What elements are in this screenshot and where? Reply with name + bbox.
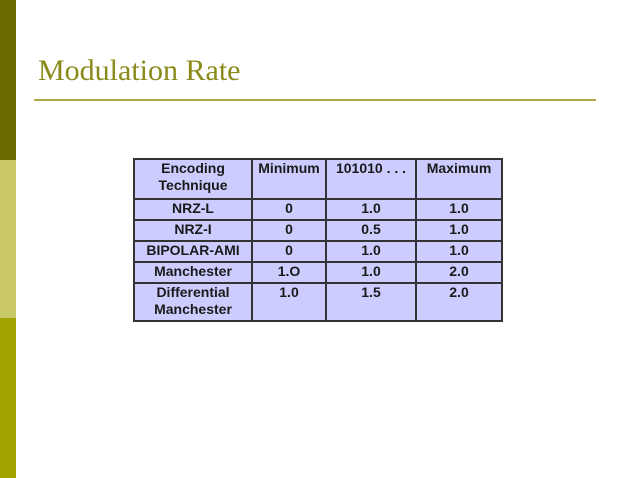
header-101010: 101010 . . . — [325, 158, 417, 200]
table-header-row: Encoding Technique Minimum 101010 . . . … — [133, 158, 503, 200]
table-row: NRZ-L 0 1.0 1.0 — [133, 198, 503, 221]
table-row: BIPOLAR-AMI 0 1.0 1.0 — [133, 240, 503, 263]
header-minimum: Minimum — [251, 158, 327, 200]
cell-encoding: NRZ-L — [133, 198, 253, 221]
sidebar-block-middle — [0, 160, 16, 318]
cell-maximum: 2.0 — [415, 261, 503, 284]
title-underline — [34, 99, 596, 101]
slide-title: Modulation Rate — [38, 54, 241, 87]
header-maximum: Maximum — [415, 158, 503, 200]
encoding-table: Encoding Technique Minimum 101010 . . . … — [133, 158, 503, 322]
cell-101010: 1.0 — [325, 198, 417, 221]
cell-maximum: 2.0 — [415, 282, 503, 322]
slide-sidebar — [0, 0, 16, 478]
cell-encoding: NRZ-I — [133, 219, 253, 242]
cell-101010: 1.5 — [325, 282, 417, 322]
cell-maximum: 1.0 — [415, 240, 503, 263]
cell-encoding: BIPOLAR-AMI — [133, 240, 253, 263]
cell-101010: 1.0 — [325, 240, 417, 263]
table-row: Manchester 1.O 1.0 2.0 — [133, 261, 503, 284]
cell-encoding: Manchester — [133, 261, 253, 284]
cell-maximum: 1.0 — [415, 198, 503, 221]
table-row: NRZ-I 0 0.5 1.0 — [133, 219, 503, 242]
cell-minimum: 1.0 — [251, 282, 327, 322]
cell-minimum: 1.O — [251, 261, 327, 284]
cell-encoding: Differential Manchester — [133, 282, 253, 322]
cell-101010: 0.5 — [325, 219, 417, 242]
cell-minimum: 0 — [251, 219, 327, 242]
cell-101010: 1.0 — [325, 261, 417, 284]
cell-minimum: 0 — [251, 240, 327, 263]
sidebar-block-top — [0, 0, 16, 160]
cell-maximum: 1.0 — [415, 219, 503, 242]
table-row: Differential Manchester 1.0 1.5 2.0 — [133, 282, 503, 322]
encoding-table-wrap: Encoding Technique Minimum 101010 . . . … — [133, 158, 503, 322]
cell-minimum: 0 — [251, 198, 327, 221]
sidebar-block-bottom — [0, 318, 16, 478]
header-encoding-technique: Encoding Technique — [133, 158, 253, 200]
